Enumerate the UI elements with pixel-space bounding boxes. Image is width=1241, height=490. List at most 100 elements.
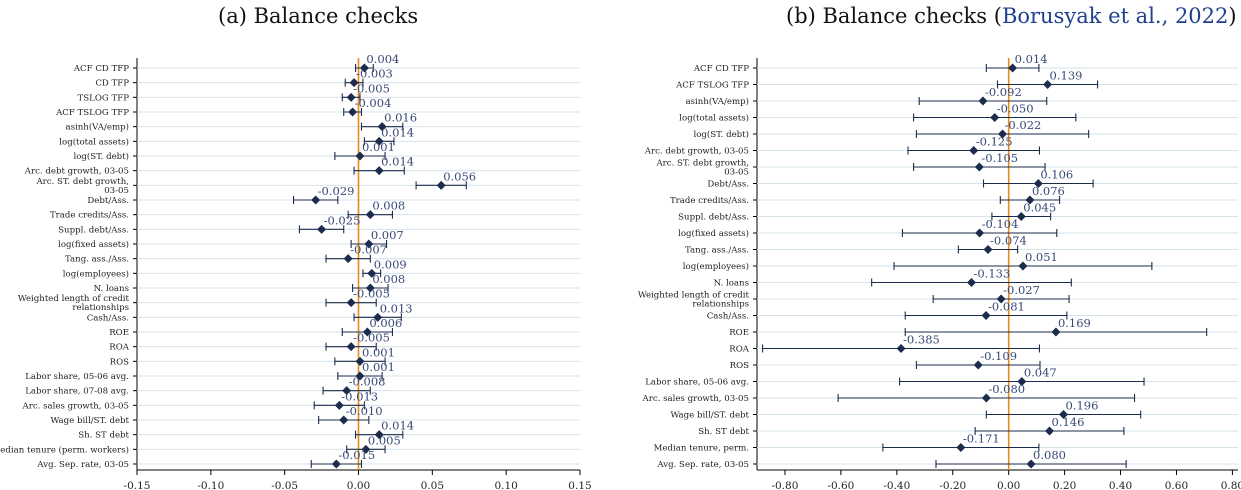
x-tick-label: 0.00 xyxy=(347,480,370,490)
point-estimate-marker xyxy=(981,311,991,320)
y-tick-label: asinh(VA/emp) xyxy=(685,96,749,107)
point-estimate-marker xyxy=(974,162,984,172)
y-tick-label: ROA xyxy=(729,345,750,355)
point-estimate-marker xyxy=(996,294,1006,304)
point-estimate-marker xyxy=(1025,195,1035,205)
y-tick-label: Arc. debt growth, 03-05 xyxy=(24,167,129,177)
panel-b-title-close: ) xyxy=(1228,4,1237,28)
estimate-value-label: -0.029 xyxy=(318,184,355,198)
estimate-value-label: 0.014 xyxy=(381,155,414,169)
estimate-value-label: 0.001 xyxy=(362,140,395,154)
x-tick-label: 0.80 xyxy=(1221,480,1241,490)
estimate-value-label: -0.081 xyxy=(988,300,1025,314)
estimate-value-label: -0.171 xyxy=(963,432,1000,446)
estimate-value-label: 0.004 xyxy=(366,52,399,66)
y-tick-label: log(ST. debt) xyxy=(694,129,750,140)
y-tick-label: log(fixed assets) xyxy=(678,228,749,239)
estimate-value-label: 0.013 xyxy=(380,301,413,315)
estimate-value-label: -0.013 xyxy=(341,389,378,403)
point-estimate-marker xyxy=(361,444,371,454)
citation-link[interactable]: Borusyak et al., 2022 xyxy=(1001,4,1229,28)
x-tick-label: -0.05 xyxy=(271,480,298,490)
y-tick-label: log(total assets) xyxy=(679,113,749,124)
y-tick-label: Arc. debt growth, 03-05 xyxy=(644,147,749,157)
point-estimate-marker xyxy=(367,268,377,278)
y-tick-label: Tang. ass./Ass. xyxy=(685,246,749,256)
y-tick-label: ROS xyxy=(730,361,750,371)
point-estimate-marker xyxy=(331,459,341,469)
y-tick-label: Weighted length of credit xyxy=(638,291,750,301)
y-tick-label: Debt/Ass. xyxy=(707,180,749,190)
estimate-value-label: -0.133 xyxy=(973,267,1010,281)
point-estimate-marker xyxy=(355,356,365,366)
y-tick-label: asinh(VA/emp) xyxy=(65,122,129,133)
estimate-value-label: -0.074 xyxy=(990,234,1027,248)
point-estimate-marker xyxy=(346,298,356,308)
point-estimate-marker xyxy=(1045,426,1055,436)
y-tick-label: Suppl. debt/Ass. xyxy=(58,225,129,235)
point-estimate-marker xyxy=(317,224,327,234)
x-tick-label: -0.40 xyxy=(883,480,910,490)
point-estimate-marker xyxy=(1043,80,1053,89)
estimate-value-label: -0.022 xyxy=(1005,118,1042,132)
point-estimate-marker xyxy=(1051,327,1061,337)
estimate-value-label: -0.105 xyxy=(981,151,1018,165)
point-estimate-marker xyxy=(973,360,983,370)
x-tick-label: 0.10 xyxy=(494,480,517,490)
y-tick-label: ROE xyxy=(729,328,749,338)
y-tick-label: ACF CD TFP xyxy=(693,64,749,74)
y-tick-label: Median tenure, perm. xyxy=(654,444,749,454)
estimate-value-label: -0.080 xyxy=(988,382,1025,396)
estimate-value-label: -0.092 xyxy=(985,85,1022,99)
y-tick-label: Arc. ST. debt growth, xyxy=(655,159,749,169)
y-tick-label: log(total assets) xyxy=(59,136,129,147)
point-estimate-marker xyxy=(1008,63,1018,73)
point-estimate-marker xyxy=(1017,377,1027,386)
panel-a-title: (a) Balance checks xyxy=(218,4,419,28)
point-estimate-marker xyxy=(364,239,374,249)
y-tick-label: ACF TSLOG TFP xyxy=(675,81,749,91)
estimate-value-label: -0.007 xyxy=(350,243,387,257)
point-estimate-marker xyxy=(334,400,344,410)
y-tick-label: N. loans xyxy=(714,279,749,289)
estimate-value-label: -0.003 xyxy=(356,67,393,81)
estimate-value-label: -0.125 xyxy=(976,135,1013,149)
point-estimate-marker xyxy=(998,129,1008,139)
estimate-value-label: 0.014 xyxy=(381,419,414,433)
y-tick-label: Trade credits/Ass. xyxy=(50,211,129,221)
estimate-value-label: -0.005 xyxy=(353,287,390,301)
estimate-value-label: 0.001 xyxy=(362,345,395,359)
panel-b-title: (b) Balance checks (Borusyak et al., 202… xyxy=(786,4,1237,28)
estimate-value-label: -0.005 xyxy=(353,81,390,95)
point-estimate-marker xyxy=(436,180,446,190)
y-tick-label: log(employees) xyxy=(63,268,129,279)
y-tick-label: Suppl. debt/Ass. xyxy=(678,213,749,223)
x-tick-label: -0.10 xyxy=(197,480,224,490)
y-tick-label: Labor share, 07-08 avg. xyxy=(25,387,129,397)
estimate-value-label: 0.009 xyxy=(374,257,407,271)
estimate-value-label: -0.008 xyxy=(349,375,386,389)
x-tick-label: -0.15 xyxy=(124,480,151,490)
y-tick-label: Sh. ST debt xyxy=(698,427,749,437)
estimate-value-label: 0.016 xyxy=(384,111,417,125)
y-tick-label: Arc. sales growth, 03-05 xyxy=(642,394,749,404)
point-estimate-marker xyxy=(355,371,365,381)
estimate-value-label: 0.007 xyxy=(371,228,404,242)
estimate-value-label: -0.027 xyxy=(1003,283,1040,297)
point-estimate-marker xyxy=(896,344,906,353)
estimate-value-label: 0.047 xyxy=(1024,366,1057,380)
y-tick-label: Sh. ST debt xyxy=(78,431,129,441)
estimate-value-label: -0.109 xyxy=(980,349,1017,363)
y-tick-label: Wage bill/ST. debt xyxy=(50,416,129,426)
point-estimate-marker xyxy=(990,113,1000,122)
estimate-value-label: 0.076 xyxy=(1032,184,1065,198)
y-tick-label: Median tenure (perm. workers) xyxy=(0,444,129,455)
point-estimate-marker xyxy=(311,195,321,205)
y-tick-label: ACF CD TFP xyxy=(73,64,129,74)
estimate-value-label: -0.104 xyxy=(982,217,1019,231)
y-tick-label: Tang. ass./Ass. xyxy=(65,255,129,265)
point-estimate-marker xyxy=(1018,261,1028,271)
y-tick-label: Labor share, 05-06 avg. xyxy=(25,372,129,382)
estimate-value-label: 0.051 xyxy=(1025,250,1058,264)
estimate-value-label: 0.045 xyxy=(1023,201,1056,215)
